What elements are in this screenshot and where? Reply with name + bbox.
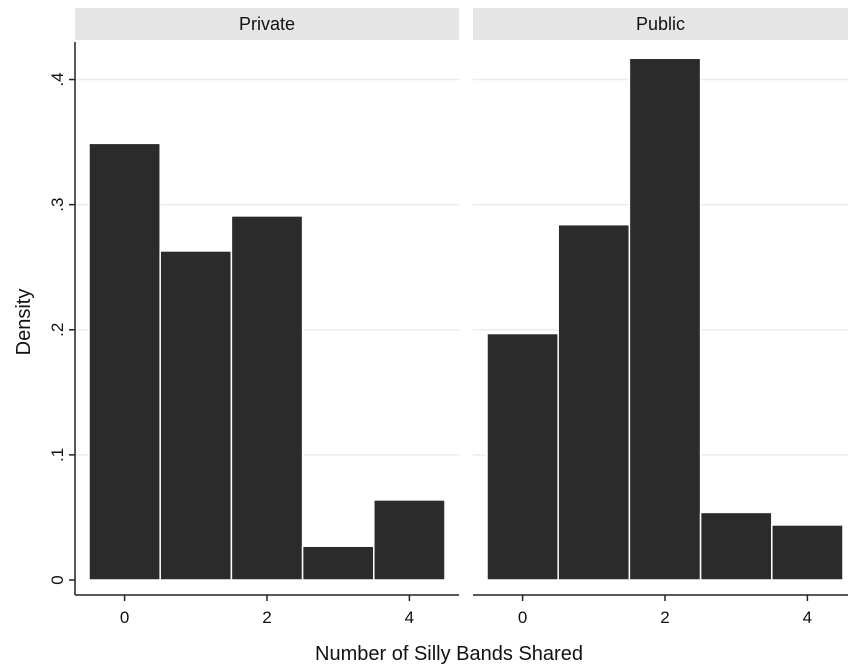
bar-3 — [699, 511, 773, 581]
bar-4 — [771, 524, 844, 581]
y-tick-label: 0 — [48, 575, 67, 584]
panel-title: Public — [636, 14, 685, 34]
panel-header-strip — [75, 8, 459, 40]
panel-header-strip — [473, 8, 848, 40]
bar-1 — [557, 223, 631, 581]
panel-private: Private 0 2 4 0 .1 .2 .3 .4 — [48, 8, 459, 627]
bar-0 — [88, 142, 161, 581]
panel-public: Public 0 2 4 — [473, 8, 848, 627]
x-tick-label: 4 — [803, 608, 812, 627]
x-tick-label: 4 — [405, 608, 414, 627]
y-tick-label: .2 — [48, 323, 67, 337]
x-tick-label: 2 — [262, 608, 271, 627]
bar-0 — [486, 332, 559, 581]
panels-layer: Private 0 2 4 0 .1 .2 .3 .4 Public 0 2 4 — [48, 8, 848, 627]
y-tick-label: .3 — [48, 198, 67, 212]
y-tick-label: .4 — [48, 72, 67, 86]
bar-2 — [628, 57, 702, 581]
bar-3 — [301, 545, 375, 581]
bar-1 — [159, 250, 233, 581]
bar-4 — [373, 499, 446, 581]
x-axis-title: Number of Silly Bands Shared — [315, 643, 583, 665]
panel-title: Private — [239, 14, 295, 34]
y-axis-title: Density — [13, 289, 35, 356]
x-tick-label: 0 — [518, 608, 527, 627]
y-tick-label: .1 — [48, 448, 67, 462]
x-tick-label: 2 — [660, 608, 669, 627]
x-tick-label: 0 — [120, 608, 129, 627]
bar-2 — [230, 215, 304, 581]
